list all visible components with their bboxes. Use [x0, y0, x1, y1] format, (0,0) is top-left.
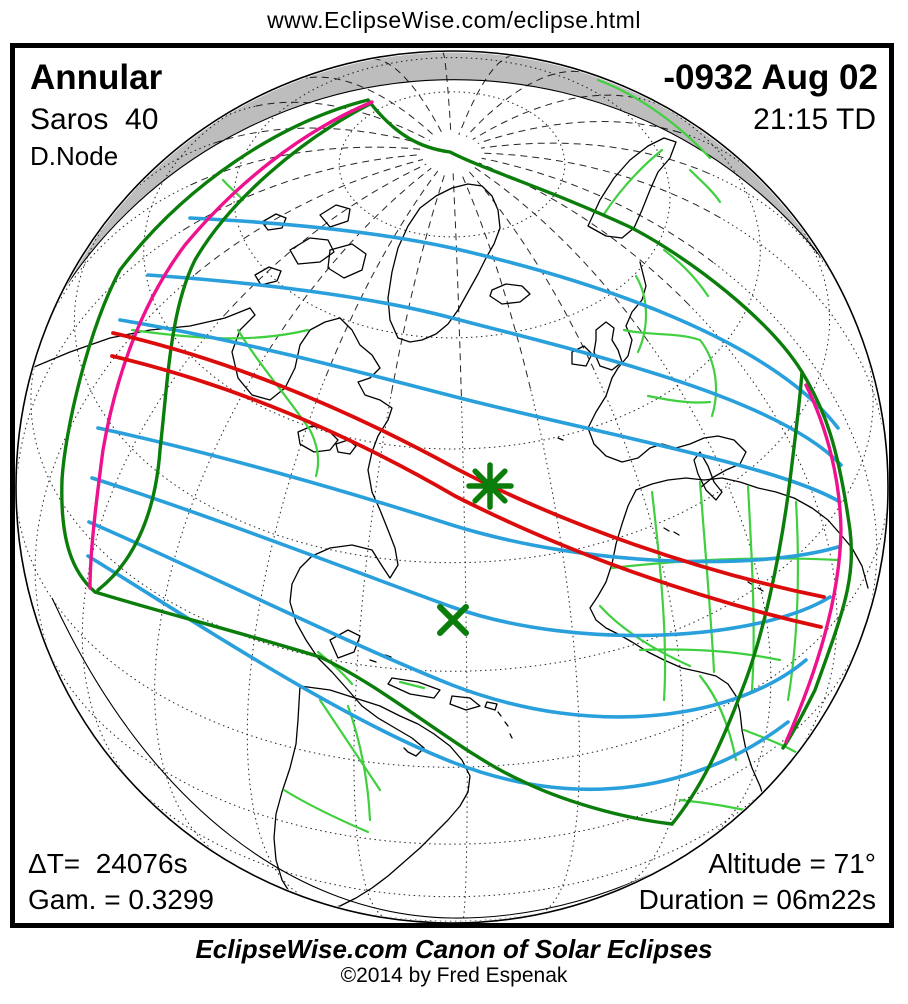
footer-copyright: ©2014 by Fred Espenak	[340, 964, 568, 987]
delta-t-value: ΔT= 24076s	[28, 848, 188, 879]
graticule	[17, 52, 887, 922]
penumbral-limits	[60, 98, 854, 826]
central-path	[110, 331, 826, 629]
max-eclipse-contours	[86, 216, 843, 791]
gamma-value: Gam. = 0.3299	[28, 884, 215, 915]
footer-title: EclipseWise.com Canon of Solar Eclipses	[195, 934, 713, 964]
rise-set-curves	[88, 100, 843, 744]
country-borders	[130, 78, 840, 834]
night-shading-band	[64, 52, 830, 289]
terminator-line	[63, 79, 831, 290]
node-label: D.Node	[30, 141, 119, 171]
header-url: www.EclipseWise.com/eclipse.html	[267, 7, 641, 33]
saros-label: Saros 40	[30, 103, 159, 136]
eclipse-type-label: Annular	[30, 58, 163, 97]
map-frame	[10, 43, 894, 928]
eclipse-date: -0932 Aug 02	[663, 58, 878, 97]
globe-rim	[15, 50, 889, 924]
duration-value: Duration = 06m22s	[638, 884, 876, 915]
altitude-value: Altitude = 71°	[708, 848, 876, 879]
eclipse-time: 21:15 TD	[753, 103, 876, 136]
